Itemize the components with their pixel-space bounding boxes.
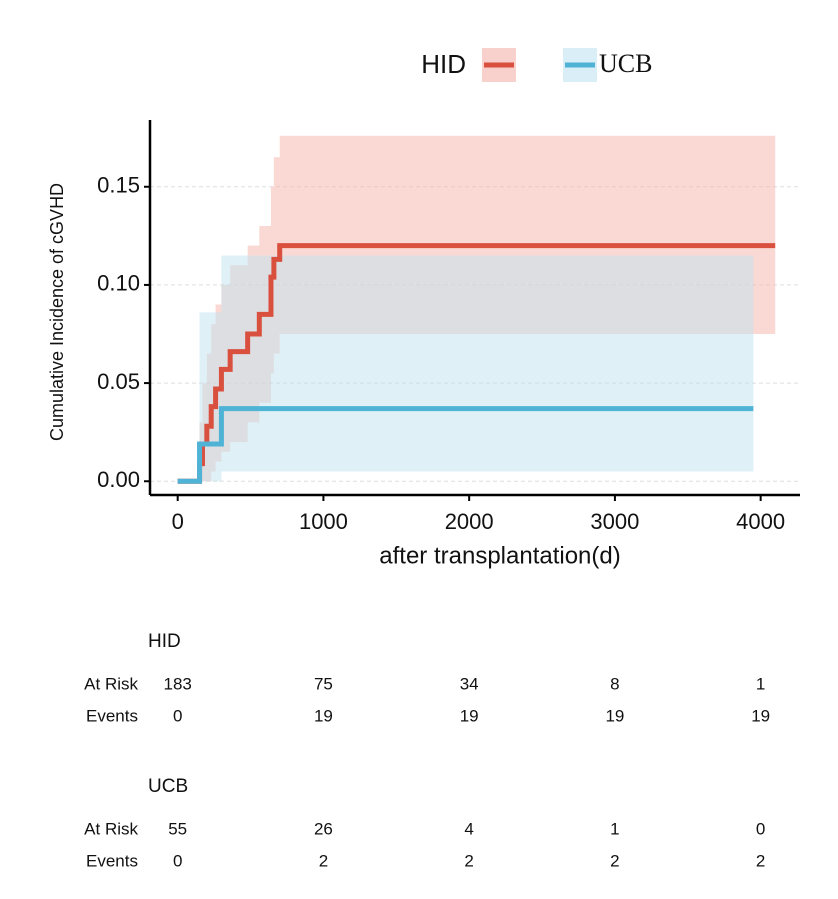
table-cell: 8 bbox=[610, 674, 619, 693]
legend-label: HID bbox=[421, 49, 466, 79]
table-group-title: HID bbox=[148, 631, 181, 652]
table-cell: 34 bbox=[460, 674, 479, 693]
table-cell: 4 bbox=[464, 819, 473, 838]
y-tick-label: 0.10 bbox=[97, 271, 140, 296]
y-tick-label: 0.15 bbox=[97, 173, 140, 198]
step-line bbox=[177, 406, 754, 484]
x-axis-title: after transplantation(d) bbox=[379, 542, 620, 569]
table-cell: 26 bbox=[314, 819, 333, 838]
y-tick-label: 0.05 bbox=[97, 369, 140, 394]
y-axis-title: Cumulative Incidence of cGVHD bbox=[47, 183, 67, 441]
table-cell: 2 bbox=[610, 851, 619, 870]
table-cell: 55 bbox=[168, 819, 187, 838]
table-cell: 0 bbox=[173, 851, 182, 870]
table-cell: 0 bbox=[173, 706, 182, 725]
confidence-band bbox=[177, 255, 754, 482]
table-cell: 1 bbox=[610, 819, 619, 838]
table-group-title: UCB bbox=[148, 776, 188, 797]
table-row-label: Events bbox=[86, 706, 138, 725]
x-tick-label: 1000 bbox=[299, 509, 348, 534]
table-cell: 19 bbox=[460, 706, 479, 725]
table-cell: 2 bbox=[756, 851, 765, 870]
table-row-label: At Risk bbox=[84, 674, 138, 693]
table-cell: 0 bbox=[756, 819, 765, 838]
x-tick-label: 0 bbox=[172, 509, 184, 534]
x-tick-label: 2000 bbox=[445, 509, 494, 534]
y-tick-label: 0.00 bbox=[97, 467, 140, 492]
table-row-label: At Risk bbox=[84, 819, 138, 838]
x-tick-label: 4000 bbox=[736, 509, 785, 534]
table-cell: 2 bbox=[464, 851, 473, 870]
x-tick-label: 3000 bbox=[590, 509, 639, 534]
table-cell: 1 bbox=[756, 674, 765, 693]
table-cell: 183 bbox=[164, 674, 192, 693]
table-cell: 75 bbox=[314, 674, 333, 693]
table-cell: 2 bbox=[319, 851, 328, 870]
table-cell: 19 bbox=[314, 706, 333, 725]
table-cell: 19 bbox=[751, 706, 770, 725]
table-row-label: Events bbox=[86, 851, 138, 870]
table-cell: 19 bbox=[605, 706, 624, 725]
legend-label: UCB bbox=[599, 49, 652, 78]
